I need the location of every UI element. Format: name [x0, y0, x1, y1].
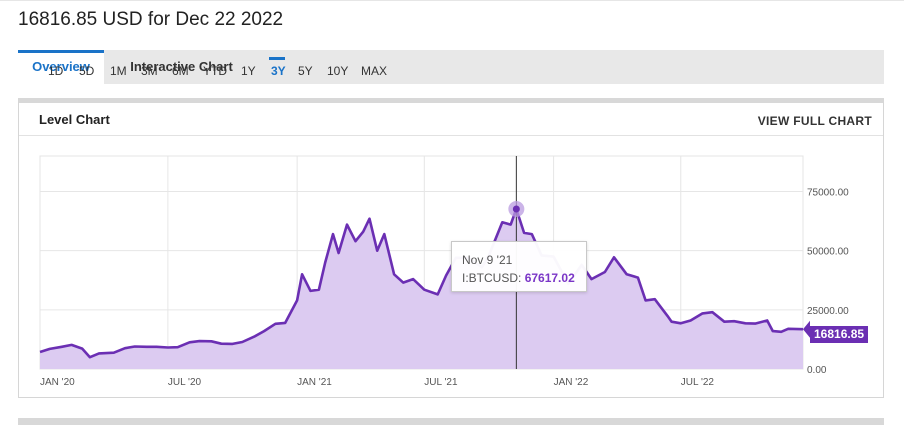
tab-interactive-chart[interactable]: Interactive Chart	[130, 59, 233, 74]
tooltip-series-label: I:BTCUSD:	[462, 271, 522, 285]
y-tick-label: 25000.00	[807, 306, 849, 317]
range-5y[interactable]: 5Y	[298, 64, 313, 78]
x-tick-label: JAN '22	[554, 377, 589, 388]
x-tick-label: JUL '22	[681, 377, 715, 388]
next-card-edge	[18, 418, 884, 425]
x-tick-label: JUL '20	[168, 377, 202, 388]
x-tick-label: JUL '21	[424, 377, 458, 388]
page-title: 16816.85 USD for Dec 22 2022	[18, 9, 284, 30]
range-1d[interactable]: 1D	[48, 64, 64, 78]
tooltip-date: Nov 9 '21	[462, 253, 513, 267]
chart-tooltip: Nov 9 '21 I:BTCUSD: 67617.02	[451, 241, 587, 292]
range-5d[interactable]: 5D	[79, 64, 95, 78]
tooltip-series: I:BTCUSD: 67617.02	[462, 271, 575, 285]
tooltip-value: 67617.02	[524, 271, 575, 285]
range-1y[interactable]: 1Y	[241, 64, 256, 78]
range-ytd[interactable]: YTD	[203, 64, 227, 78]
tab-bar: Overview Interactive Chart	[18, 50, 884, 84]
range-6m[interactable]: 6M	[172, 64, 189, 78]
last-price-badge: 16816.85	[810, 326, 869, 343]
y-tick-label: 0.00	[807, 365, 827, 376]
view-full-chart-link[interactable]: VIEW FULL CHART	[757, 114, 872, 128]
tab-overview[interactable]: Overview	[18, 50, 104, 84]
hover-point	[512, 205, 520, 213]
x-tick-label: JAN '21	[297, 377, 332, 388]
series-line	[39, 207, 804, 359]
x-tick-label: JAN '20	[40, 377, 75, 388]
top-rule	[0, 0, 904, 1]
y-tick-label: 75000.00	[807, 188, 849, 199]
range-3y[interactable]: 3Y	[271, 64, 286, 78]
card-divider	[19, 135, 883, 136]
range-10y[interactable]: 10Y	[327, 64, 349, 78]
price-badge-pointer	[803, 320, 810, 338]
series-area	[40, 209, 803, 369]
card-title: Level Chart	[39, 112, 110, 127]
y-tick-label: 50000.00	[807, 247, 849, 258]
range-1m[interactable]: 1M	[110, 64, 127, 78]
range-max[interactable]: MAX	[361, 64, 388, 78]
range-active-indicator	[269, 57, 285, 60]
range-3m[interactable]: 3M	[141, 64, 158, 78]
